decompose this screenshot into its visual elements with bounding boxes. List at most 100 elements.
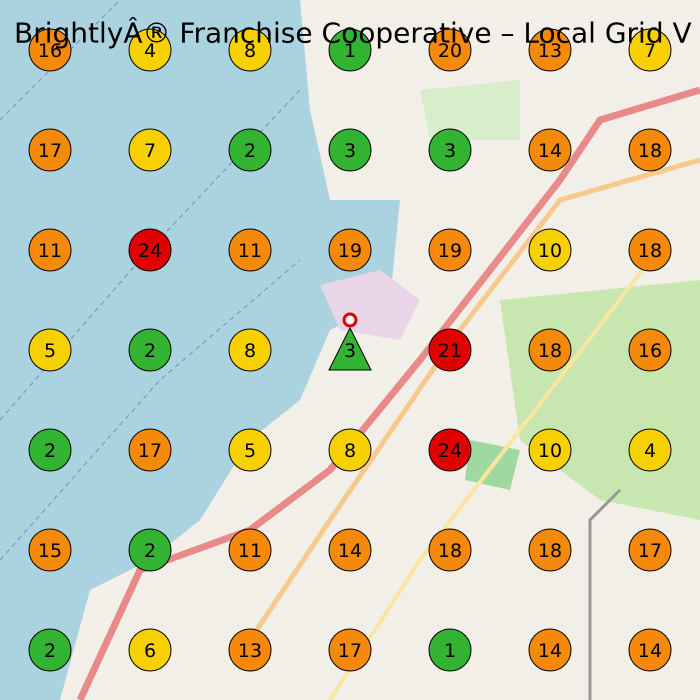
rank-label: 18 xyxy=(638,140,662,162)
rank-marker xyxy=(428,428,472,472)
ferry-route xyxy=(0,259,301,561)
land xyxy=(60,0,700,700)
rank-label: 2 xyxy=(144,540,156,562)
rank-marker xyxy=(328,326,372,371)
rank-marker xyxy=(328,428,372,472)
park-small xyxy=(420,80,520,140)
rank-marker xyxy=(28,528,72,572)
rank-marker xyxy=(528,28,572,72)
rank-marker xyxy=(228,28,272,72)
rank-marker xyxy=(128,28,172,72)
rank-marker xyxy=(28,128,72,172)
rank-marker xyxy=(128,328,172,372)
rank-label: 7 xyxy=(144,140,156,162)
rank-marker xyxy=(228,528,272,572)
rank-marker xyxy=(428,28,472,72)
rank-label: 8 xyxy=(244,340,256,362)
rank-label: 1 xyxy=(444,640,456,662)
rank-label: 3 xyxy=(344,140,356,162)
rank-marker xyxy=(628,128,672,172)
rank-marker xyxy=(28,228,72,272)
rank-marker xyxy=(228,428,272,472)
rank-marker xyxy=(528,328,572,372)
rank-marker xyxy=(528,528,572,572)
rank-label: 18 xyxy=(538,540,562,562)
title: BrightlyÂ® Franchise Cooperative – Local… xyxy=(14,16,692,50)
rank-marker xyxy=(328,128,372,172)
rank-marker xyxy=(328,528,372,572)
rank-label: 7 xyxy=(644,40,656,62)
rank-label: 13 xyxy=(538,40,562,62)
rank-marker xyxy=(528,428,572,472)
rank-marker xyxy=(28,328,72,372)
rank-label: 18 xyxy=(538,340,562,362)
rank-label: 8 xyxy=(344,440,356,462)
rank-label: 17 xyxy=(638,540,662,562)
rank-label: 10 xyxy=(538,440,562,462)
rank-label: 24 xyxy=(138,240,162,262)
rank-label: 17 xyxy=(338,640,362,662)
rank-marker xyxy=(628,428,672,472)
rank-marker xyxy=(628,28,672,72)
avenue xyxy=(247,157,700,642)
rank-label: 16 xyxy=(638,340,662,362)
rank-label: 17 xyxy=(138,440,162,462)
rank-marker xyxy=(28,428,72,472)
rank-label: 11 xyxy=(238,240,262,262)
rank-label: 15 xyxy=(38,540,62,562)
rank-label: 14 xyxy=(538,140,562,162)
rank-marker xyxy=(428,328,472,372)
rank-label: 8 xyxy=(244,40,256,62)
rank-label: 5 xyxy=(44,340,56,362)
rank-label: 14 xyxy=(538,640,562,662)
rank-label: 21 xyxy=(438,340,462,362)
rank-marker xyxy=(128,128,172,172)
rank-label: 11 xyxy=(38,240,62,262)
rank-label: 2 xyxy=(144,340,156,362)
rank-marker xyxy=(128,628,172,672)
rank-label: 3 xyxy=(444,140,456,162)
rank-label: 19 xyxy=(438,240,462,262)
rank-label: 13 xyxy=(238,640,262,662)
rank-label: 14 xyxy=(638,640,662,662)
avenue xyxy=(328,258,652,700)
rank-label: 2 xyxy=(44,640,56,662)
rank-marker xyxy=(328,28,372,72)
rank-marker xyxy=(228,328,272,372)
rank-marker xyxy=(128,428,172,472)
rank-marker xyxy=(628,528,672,572)
rank-label: 20 xyxy=(438,40,462,62)
rank-marker xyxy=(628,328,672,372)
rank-marker xyxy=(628,228,672,272)
rank-marker xyxy=(28,28,72,72)
rank-label: 10 xyxy=(538,240,562,262)
rank-marker xyxy=(228,628,272,672)
rank-label: 3 xyxy=(344,340,356,362)
rank-label: 19 xyxy=(338,240,362,262)
rank-marker xyxy=(428,628,472,672)
rank-label: 1 xyxy=(344,40,356,62)
rank-label: 17 xyxy=(38,140,62,162)
rank-label: 2 xyxy=(244,140,256,162)
rank-marker xyxy=(528,128,572,172)
rank-marker xyxy=(428,228,472,272)
rank-label: 11 xyxy=(238,540,262,562)
rank-marker xyxy=(228,128,272,172)
rail xyxy=(588,488,622,700)
rank-marker xyxy=(528,628,572,672)
rank-marker xyxy=(128,528,172,572)
rank-marker xyxy=(628,628,672,672)
rank-marker xyxy=(328,228,372,272)
rank-label: 4 xyxy=(644,440,656,462)
rank-label: 18 xyxy=(638,240,662,262)
rank-marker xyxy=(428,128,472,172)
rank-marker xyxy=(128,228,172,272)
rank-label: 18 xyxy=(438,540,462,562)
rank-label: 24 xyxy=(438,440,462,462)
rank-label: 2 xyxy=(44,440,56,462)
rank-marker xyxy=(28,628,72,672)
rank-marker xyxy=(328,628,372,672)
